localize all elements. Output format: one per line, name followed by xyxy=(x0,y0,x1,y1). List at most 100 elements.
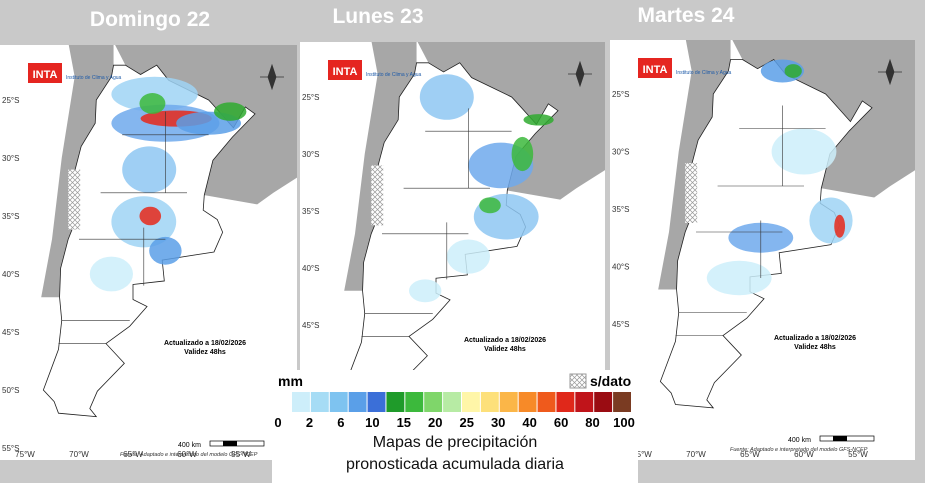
logo-box xyxy=(28,63,62,83)
legend-swatch xyxy=(348,392,367,412)
lat-label: 30°S xyxy=(302,150,319,159)
precip-area xyxy=(771,128,837,175)
lon-label: 70°W xyxy=(686,450,706,459)
precip-area xyxy=(149,236,182,265)
legend-no-data: s/dato xyxy=(590,373,631,389)
north-arrow xyxy=(568,60,592,88)
legend-swatch xyxy=(462,392,480,412)
legend-swatch xyxy=(480,392,499,412)
validity: Validez 48hs xyxy=(184,349,226,356)
legend-tick-label: 10 xyxy=(365,415,379,430)
scale-bar xyxy=(223,441,237,446)
lon-label: 70°W xyxy=(69,450,89,459)
legend-swatch xyxy=(575,392,594,412)
lat-label: 45°S xyxy=(302,321,319,330)
logo-box xyxy=(638,58,672,78)
precip-area xyxy=(139,93,166,114)
precip-area xyxy=(122,146,177,193)
lon-label: 60°W xyxy=(794,450,814,459)
lon-label: 75°W xyxy=(15,450,35,459)
legend-swatch xyxy=(310,392,329,412)
precip-area xyxy=(214,102,247,121)
legend-swatch xyxy=(329,392,348,412)
legend-tick-label: 80 xyxy=(585,415,599,430)
legend-tick-label: 25 xyxy=(459,415,473,430)
lat-label: 45°S xyxy=(612,320,629,329)
no-data-area xyxy=(68,169,81,230)
updated-date: Actualizado a 18/02/2026 xyxy=(774,335,856,342)
neighbor-country xyxy=(416,40,631,200)
logo-subtitle: Instituto de Clima y Agua xyxy=(66,75,122,81)
precip-area xyxy=(784,64,802,78)
lat-label: 25°S xyxy=(2,96,19,105)
lat-label: 40°S xyxy=(612,263,629,272)
lat-label: 40°S xyxy=(2,270,19,279)
legend-swatch xyxy=(424,392,443,412)
precip-area xyxy=(479,197,501,214)
legend-swatch xyxy=(405,392,424,412)
precip-area xyxy=(89,256,133,292)
scale-bar xyxy=(833,436,847,441)
lon-label: 60°W xyxy=(177,450,197,459)
lat-label: 55°S xyxy=(2,444,19,453)
lat-label: 25°S xyxy=(302,93,319,102)
legend-swatch xyxy=(443,392,461,412)
legend-tick-label: 20 xyxy=(428,415,442,430)
scale-label: 400 km xyxy=(178,442,201,449)
precip-map: 25°S30°S35°S40°S45°S50°S55°S75°W70°W65°W… xyxy=(612,36,925,459)
lat-label: 35°S xyxy=(612,205,629,214)
logo-box xyxy=(328,60,362,80)
lat-label: 30°S xyxy=(612,148,629,157)
legend-swatch xyxy=(518,392,537,412)
lat-label: 45°S xyxy=(2,328,19,337)
legend-swatch xyxy=(537,392,556,412)
updated-date: Actualizado a 18/02/2026 xyxy=(464,337,546,344)
legend-tick-label: 100 xyxy=(613,415,635,430)
legend: mm s/dato 0 2 6 10 15 20 25 30 40 60 80 100 Mapas d… xyxy=(272,370,638,483)
lon-label: 55°W xyxy=(231,450,251,459)
lat-label: 35°S xyxy=(2,212,19,221)
panel-title: Lunes 23 xyxy=(332,5,424,28)
neighbor-country xyxy=(344,40,417,291)
north-arrow xyxy=(878,58,902,86)
panel-title: Domingo 22 xyxy=(89,8,211,31)
lat-label: 40°S xyxy=(302,264,319,273)
logo-subtitle: Instituto de Clima y Agua xyxy=(676,70,732,76)
logo-subtitle: Instituto de Clima y Agua xyxy=(366,72,422,78)
no-data-area xyxy=(371,165,384,226)
legend-tick-label: 6 xyxy=(337,415,344,430)
source-note: Fuente: Adaptado e interpretado del mode… xyxy=(120,452,258,458)
panel-title: Martes 24 xyxy=(637,4,735,27)
scale-label: 400 km xyxy=(788,437,811,444)
legend-swatch xyxy=(499,392,518,412)
legend-swatch xyxy=(367,392,386,412)
legend-swatch xyxy=(292,392,310,412)
legend-tick-label: 15 xyxy=(397,415,411,430)
lat-label: 25°S xyxy=(612,90,629,99)
legend-swatch xyxy=(594,392,613,412)
caption-line: pronosticada acumulada diaria xyxy=(346,456,564,473)
neighbor-country xyxy=(730,36,925,198)
precip-area xyxy=(809,197,853,244)
lon-label: 75°W xyxy=(632,450,652,459)
precip-area xyxy=(446,239,490,274)
precip-area xyxy=(139,206,162,226)
validity: Validez 48hs xyxy=(794,344,836,351)
logo: INTA xyxy=(643,64,668,76)
neighbor-country xyxy=(41,42,114,298)
legend-tick-label: 40 xyxy=(522,415,536,430)
map-panel: 25°S30°S35°S40°S45°S50°S55°S75°W70°W65°W… xyxy=(610,36,925,460)
no-data-swatch xyxy=(569,373,587,389)
legend-unit: mm xyxy=(278,373,303,389)
source-note: Fuente: Adaptado e interpretado del mode… xyxy=(730,447,868,453)
precip-area xyxy=(706,260,772,296)
precip-area xyxy=(419,74,474,120)
precip-area xyxy=(409,279,442,303)
lat-label: 30°S xyxy=(2,154,19,163)
legend-swatch xyxy=(386,392,405,412)
neighbor-country xyxy=(658,36,731,290)
legend-tick-label: 30 xyxy=(491,415,505,430)
